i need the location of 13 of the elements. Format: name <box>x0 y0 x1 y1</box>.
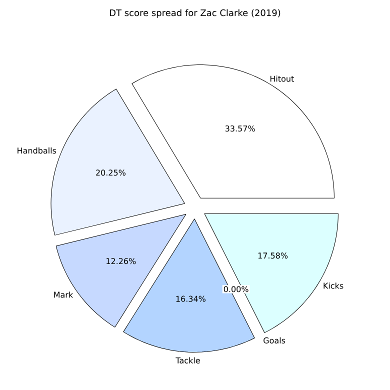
chart-title: DT score spread for Zac Clarke (2019) <box>110 9 280 18</box>
data-label: 12.26% <box>106 258 136 264</box>
slice-label: Hitout <box>270 76 294 82</box>
slice-label: Kicks <box>324 282 344 289</box>
data-label: 20.25% <box>96 170 126 176</box>
data-label: 33.57% <box>225 125 255 132</box>
data-label: 16.34% <box>176 296 206 302</box>
data-label: 17.58% <box>258 252 288 259</box>
slice-label: Tackle <box>176 357 200 364</box>
slice-label: Mark <box>54 292 74 298</box>
text: 0.00% <box>224 286 248 292</box>
slice-label: Handballs <box>18 147 56 154</box>
category-label: Goals <box>264 337 286 344</box>
